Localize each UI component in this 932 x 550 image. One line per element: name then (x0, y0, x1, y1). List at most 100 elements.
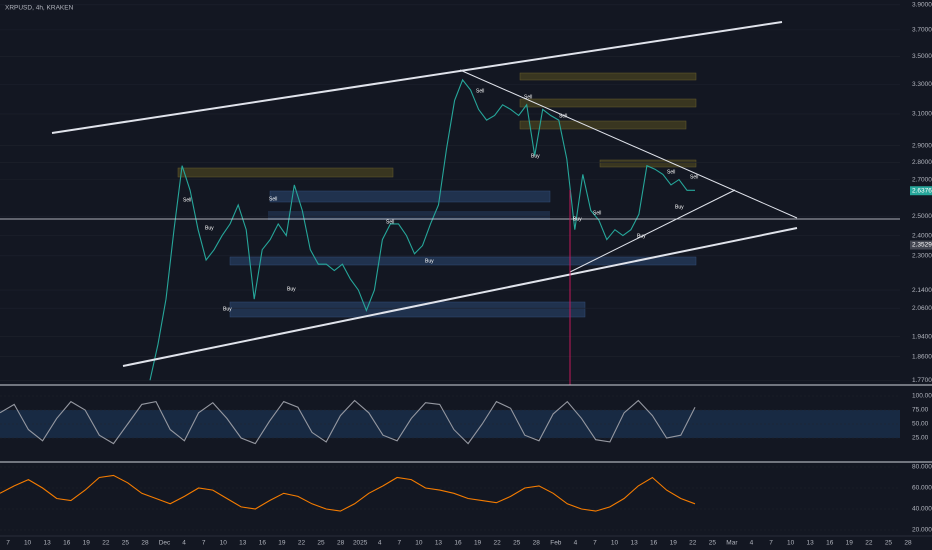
x-tick-label: 4 (378, 540, 382, 547)
price-label: 2.6376 (912, 187, 932, 194)
x-tick-label: 22 (494, 540, 502, 547)
x-tick-label: 22 (102, 540, 110, 547)
x-tick-label: 10 (24, 540, 32, 547)
x-tick-label: 25 (317, 540, 325, 547)
y-tick-label: 1.8600 (912, 353, 932, 360)
x-tick-label: 22 (298, 540, 306, 547)
supply-zone (519, 72, 697, 81)
supply-zone (519, 120, 687, 130)
x-tick-label: 7 (397, 540, 401, 547)
y-tick-label: 2.5000 (912, 213, 932, 220)
y-tick-label: 2.4000 (912, 232, 932, 239)
x-tick-label: 19 (846, 540, 854, 547)
signal-label: Sell (524, 94, 532, 100)
signal-label: Buy (425, 258, 434, 264)
x-tick-label: 25 (709, 540, 717, 547)
triangle-top (459, 69, 798, 219)
y-tick-label: 40.0000 (912, 506, 932, 513)
demand-zone (269, 190, 551, 203)
y-tick-label: 2.7000 (912, 176, 932, 183)
triangle-bottom (569, 189, 736, 273)
x-tick-label: 10 (415, 540, 423, 547)
signal-label: Sell (183, 197, 191, 203)
y-tick-label: 75.00 (912, 407, 929, 414)
y-tick-label: 20.0000 (912, 527, 932, 534)
x-tick-label: 19 (83, 540, 91, 547)
supply-zone (177, 167, 394, 178)
y-tick-label: 2.1400 (912, 287, 932, 294)
x-tick-label: 25 (513, 540, 521, 547)
x-tick-label: 13 (239, 540, 247, 547)
series-line (149, 78, 695, 381)
x-tick-label: 13 (807, 540, 815, 547)
x-tick-label: 4 (182, 540, 186, 547)
demand-zone (229, 301, 586, 318)
drawings (0, 21, 932, 537)
x-tick-label: 2025 (353, 540, 368, 547)
x-tick-label: Feb (550, 540, 562, 547)
x-tick-label: Mar (726, 540, 738, 547)
x-tick-label: 22 (689, 540, 697, 547)
y-tick-label: 25.00 (912, 435, 929, 442)
signal-label: Sell (593, 210, 601, 216)
x-tick-label: Dec (159, 540, 171, 547)
y-tick-label: 3.7000 (912, 27, 932, 34)
signal-label: Buy (287, 286, 296, 292)
supply-zone (599, 159, 697, 168)
x-tick-label: 7 (6, 540, 10, 547)
price-label: 2.3529 (912, 242, 932, 249)
x-tick-label: 22 (865, 540, 873, 547)
plot: 3.9000 3.7000 3.5000 3.3000 3.1000 2.9000 2.80… (0, 2, 932, 534)
y-tick-label: 2.9000 (912, 142, 932, 149)
series-line (0, 474, 696, 512)
series-line (0, 399, 696, 445)
x-tick-label: 19 (474, 540, 482, 547)
y-tick-label: 2.3000 (912, 253, 932, 260)
x-tick-label: 28 (337, 540, 345, 547)
zones (177, 72, 697, 318)
x-tick-label: 4 (750, 540, 754, 547)
y-tick-label: 3.3000 (912, 81, 932, 88)
x-tick-label: 28 (141, 540, 149, 547)
x-tick-label: 7 (202, 540, 206, 547)
signal-label: Buy (223, 306, 232, 312)
x-tick-label: 13 (44, 540, 52, 547)
x-tick-label: 16 (259, 540, 267, 547)
signal-label: Buy (675, 204, 684, 210)
x-tick-label: 16 (826, 540, 834, 547)
y-tick-label: 60.0000 (912, 485, 932, 492)
y-tick-label: 3.1000 (912, 111, 932, 118)
x-tick-label: 10 (220, 540, 228, 547)
x-tick-label: 16 (454, 540, 462, 547)
x-tick-label: 19 (278, 540, 286, 547)
x-tick-label: 28 (533, 540, 541, 547)
x-tick-label: 16 (63, 540, 71, 547)
x-tick-label: 13 (435, 540, 443, 547)
y-tick-label: 1.7700 (912, 377, 932, 384)
signal-label: Sell (269, 196, 277, 202)
signal-label: Sell (476, 88, 484, 94)
x-tick-label: 4 (574, 540, 578, 547)
y-tick-label: 2.0600 (912, 305, 932, 312)
x-tick-label: 7 (769, 540, 773, 547)
x-tick-label: 19 (670, 540, 678, 547)
signal-label: Buy (205, 225, 214, 231)
x-tick-label: 25 (885, 540, 893, 547)
signal-label: Sell (559, 113, 567, 119)
y-tick-label: 80.0000 (912, 464, 932, 471)
signal-label: Sell (690, 174, 698, 180)
y-tick-label: 50.00 (912, 421, 929, 428)
price-label-box (910, 186, 932, 196)
x-tick-label: 10 (787, 540, 795, 547)
y-tick-label: 3.5000 (912, 53, 932, 60)
y-tick-label: 100.00 (912, 393, 932, 400)
symbol-title: XRPUSD, 4h, KRAKEN (5, 5, 74, 12)
x-tick-label: 28 (904, 540, 912, 547)
channel-bottom (122, 227, 798, 367)
demand-zone (229, 256, 697, 266)
x-tick-label: 13 (630, 540, 638, 547)
channel-top (51, 21, 783, 134)
y-tick-label: 1.9400 (912, 333, 932, 340)
supply-zone (519, 98, 697, 108)
